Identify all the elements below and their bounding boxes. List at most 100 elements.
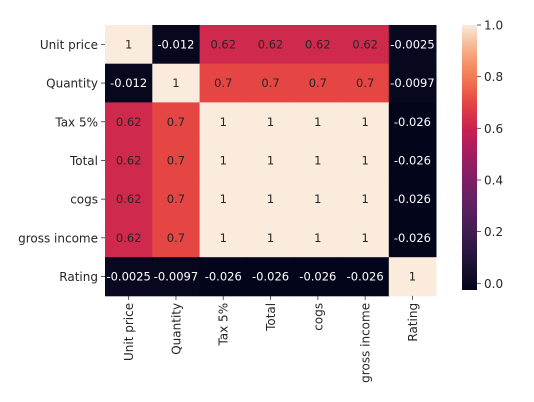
heatmap-cell-4-1 <box>152 179 200 219</box>
heatmap-cell-4-5 <box>341 179 390 219</box>
heatmap-cell-3-5 <box>341 141 390 181</box>
colorbar: 0.0 0.2 0.4 0.6 0.8 1.0 <box>462 19 503 291</box>
heatmap-cell-6-0 <box>105 257 153 297</box>
heatmap-cell-0-2 <box>199 25 248 65</box>
cell-annotation-5-4: 1 <box>314 231 321 245</box>
colorbar-tick-label: 0.0 <box>484 277 503 291</box>
cell-annotation-2-1: 0.7 <box>167 115 185 129</box>
cell-annotation-3-2: 1 <box>220 153 227 167</box>
heatmap-cell-2-2 <box>199 102 248 142</box>
heatmap-cell-6-6 <box>388 257 437 297</box>
colorbar-tick-label: 0.2 <box>484 225 503 239</box>
cell-annotation-4-3: 1 <box>267 192 274 206</box>
heatmap-cell-3-0 <box>105 141 153 181</box>
heatmap-cell-5-2 <box>199 218 248 258</box>
heatmap-cell-2-6 <box>388 102 437 142</box>
heatmap-cell-2-4 <box>294 102 342 142</box>
y-tick-labels: Unit price Quantity Tax 5% Total cogs gross i… <box>18 38 105 284</box>
cell-annotation-3-0: 0.62 <box>116 153 142 167</box>
cell-annotation-1-3: 0.7 <box>261 76 279 90</box>
cell-annotation-2-2: 1 <box>220 115 227 129</box>
cell-annotation-3-5: 1 <box>361 153 368 167</box>
y-tick-label: Total <box>69 154 98 168</box>
heatmap-cells <box>105 25 437 297</box>
cell-annotation-6-3: -0.026 <box>252 270 289 284</box>
heatmap-cell-2-0 <box>105 102 153 142</box>
heatmap-cell-5-6 <box>388 218 437 258</box>
colorbar-gradient <box>462 25 477 290</box>
y-tick-label: Unit price <box>40 38 98 52</box>
heatmap-cell-2-3 <box>246 102 295 142</box>
cell-annotation-5-1: 0.7 <box>167 231 185 245</box>
heatmap-cell-0-3 <box>246 25 295 65</box>
heatmap-cell-0-1 <box>152 25 200 65</box>
heatmap-cell-3-2 <box>199 141 248 181</box>
cell-annotation-4-6: -0.026 <box>394 192 431 206</box>
heatmap-cell-3-6 <box>388 141 437 181</box>
x-tick-label: Unit price <box>122 303 136 361</box>
cell-annotation-2-4: 1 <box>314 115 321 129</box>
cell-annotation-0-5: 0.62 <box>352 37 378 51</box>
cell-annotation-1-1: 1 <box>172 76 179 90</box>
cell-annotation-0-2: 0.62 <box>210 37 236 51</box>
cell-annotation-5-5: 1 <box>361 231 368 245</box>
cell-annotation-4-1: 0.7 <box>167 192 185 206</box>
cell-annotation-5-3: 1 <box>267 231 274 245</box>
cell-annotation-0-1: -0.012 <box>157 37 194 51</box>
colorbar-ticks: 0.0 0.2 0.4 0.6 0.8 1.0 <box>477 19 503 291</box>
y-tick-label: gross income <box>18 231 98 245</box>
x-tick-label: Rating <box>406 303 420 342</box>
heatmap-cell-5-1 <box>152 218 200 258</box>
heatmap-cell-5-5 <box>341 218 390 258</box>
colorbar-tick-label: 0.4 <box>484 173 503 187</box>
x-tick-label: gross income <box>359 303 373 383</box>
y-tick-label: Rating <box>59 270 98 284</box>
colorbar-tick-label: 1.0 <box>484 19 503 33</box>
cell-annotation-0-0: 1 <box>125 37 132 51</box>
cell-annotation-4-0: 0.62 <box>116 192 142 206</box>
heatmap-cell-1-1 <box>152 63 200 103</box>
heatmap-cell-6-2 <box>199 257 248 297</box>
cell-annotation-1-5: 0.7 <box>356 76 374 90</box>
cell-annotation-1-6: -0.0097 <box>390 76 434 90</box>
x-tick-label: Quantity <box>169 303 183 355</box>
heatmap-cell-3-3 <box>246 141 295 181</box>
cell-annotation-0-4: 0.62 <box>305 37 331 51</box>
heatmap-cell-6-5 <box>341 257 390 297</box>
heatmap-cell-1-4 <box>294 63 342 103</box>
heatmap-annotations: 1 -0.012 0.62 0.62 0.62 0.62 -0.0025 -0.012 1 0.7… <box>106 37 434 283</box>
colorbar-tick-label: 0.8 <box>484 70 503 84</box>
cell-annotation-0-3: 0.62 <box>258 37 284 51</box>
heatmap-cell-2-1 <box>152 102 200 142</box>
y-tick-label: cogs <box>70 193 98 207</box>
heatmap-cell-2-5 <box>341 102 390 142</box>
colorbar-tick-label: 0.6 <box>484 122 503 136</box>
heatmap-cell-6-3 <box>246 257 295 297</box>
heatmap-cell-3-1 <box>152 141 200 181</box>
cell-annotation-6-0: -0.0025 <box>106 270 150 284</box>
heatmap-cell-4-4 <box>294 179 342 219</box>
cell-annotation-2-5: 1 <box>361 115 368 129</box>
cell-annotation-3-6: -0.026 <box>394 153 431 167</box>
cell-annotation-5-0: 0.62 <box>116 231 142 245</box>
heatmap-cell-0-4 <box>294 25 342 65</box>
heatmap-cell-5-0 <box>105 218 153 258</box>
heatmap-cell-3-4 <box>294 141 342 181</box>
heatmap-cell-4-2 <box>199 179 248 219</box>
cell-annotation-4-4: 1 <box>314 192 321 206</box>
cell-annotation-5-6: -0.026 <box>394 231 431 245</box>
cell-annotation-1-0: -0.012 <box>110 76 147 90</box>
heatmap-cell-5-3 <box>246 218 295 258</box>
heatmap-cell-6-4 <box>294 257 342 297</box>
cell-annotation-6-2: -0.026 <box>205 270 242 284</box>
cell-annotation-3-1: 0.7 <box>167 153 185 167</box>
cell-annotation-4-5: 1 <box>361 192 368 206</box>
cell-annotation-6-4: -0.026 <box>299 270 336 284</box>
cell-annotation-6-1: -0.0097 <box>154 270 198 284</box>
heatmap-cell-0-6 <box>388 25 437 65</box>
heatmap-cell-1-0 <box>105 63 153 103</box>
heatmap-cell-1-6 <box>388 63 437 103</box>
heatmap-cell-5-4 <box>294 218 342 258</box>
cell-annotation-5-2: 1 <box>220 231 227 245</box>
